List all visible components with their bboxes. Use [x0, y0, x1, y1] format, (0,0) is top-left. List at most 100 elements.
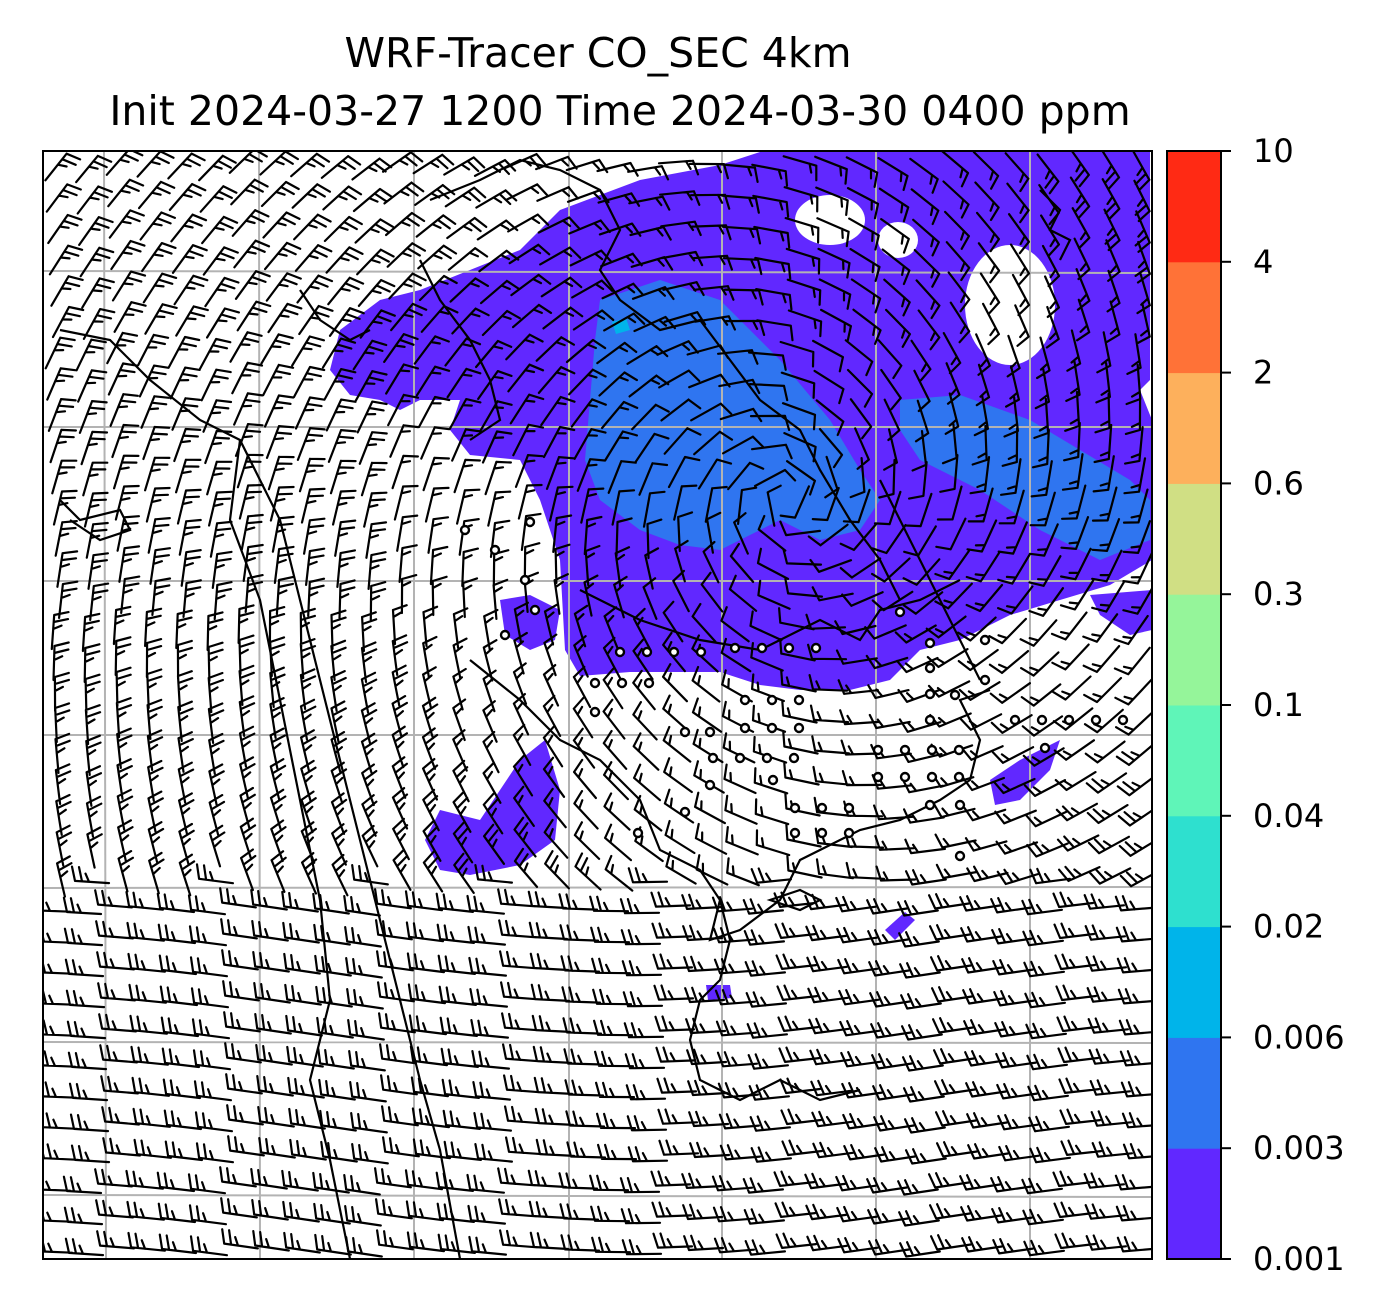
calm-marker — [1039, 742, 1051, 754]
calm-marker — [949, 689, 961, 701]
tracer-region-lowest — [1090, 590, 1152, 635]
calm-marker — [704, 779, 716, 791]
colorbar-tick-label: 10 — [1253, 132, 1294, 170]
colorbar-segment — [1167, 151, 1221, 263]
calm-marker — [643, 677, 655, 689]
calm-marker — [668, 646, 680, 658]
calm-marker — [761, 752, 773, 764]
calm-marker — [926, 771, 938, 783]
calm-marker — [843, 802, 855, 814]
calm-marker — [924, 714, 936, 726]
calm-marker — [783, 642, 795, 654]
calm-marker — [899, 744, 911, 756]
calm-marker — [924, 799, 936, 811]
colorbar-segment — [1167, 815, 1221, 928]
calm-marker — [729, 642, 741, 654]
calm-marker — [679, 726, 691, 738]
calm-marker — [843, 827, 855, 839]
calm-marker — [924, 637, 936, 649]
colorbar-segment — [1167, 926, 1221, 1038]
wind-barb-field — [43, 151, 1152, 1258]
calm-marker — [1090, 714, 1102, 726]
colorbar-segment — [1167, 261, 1221, 374]
map-title: WRF-Tracer CO_SEC 4km — [344, 29, 852, 77]
tracer-hole — [795, 195, 865, 245]
tracer-region-lowest — [885, 912, 915, 940]
colorbar-segment — [1167, 1037, 1221, 1149]
calm-marker — [704, 726, 716, 738]
calm-marker — [766, 722, 778, 734]
calm-marker — [926, 744, 938, 756]
colorbar-tick-label: 0.3 — [1253, 575, 1304, 613]
colorbar-segment — [1167, 705, 1221, 817]
calm-marker — [788, 752, 800, 764]
colorbar-tick-label: 0.6 — [1253, 464, 1304, 502]
calm-marker — [816, 802, 828, 814]
map-subtitle: Init 2024-03-27 1200 Time 2024-03-30 040… — [109, 87, 1131, 135]
calm-marker — [1063, 714, 1075, 726]
calm-marker — [679, 806, 691, 818]
calm-marker — [589, 706, 601, 718]
calm-marker — [789, 802, 801, 814]
calm-marker — [979, 674, 991, 686]
calm-marker — [766, 694, 778, 706]
calm-marker — [789, 827, 801, 839]
calm-marker — [739, 694, 751, 706]
calm-marker — [793, 694, 805, 706]
calm-marker — [489, 544, 501, 556]
calm-marker — [810, 642, 822, 654]
colorbar — [1167, 151, 1221, 1260]
calm-marker — [616, 677, 628, 689]
calm-marker — [953, 744, 965, 756]
lat-lon-gridlines — [43, 151, 1152, 1259]
calm-marker — [924, 662, 936, 674]
calm-marker — [529, 604, 541, 616]
calm-marker — [894, 606, 906, 618]
map-panel — [43, 151, 1152, 1259]
colorbar-tick-label: 0.02 — [1253, 908, 1324, 946]
colorbar-tick-label: 0.001 — [1253, 1240, 1345, 1278]
calm-marker — [734, 752, 746, 764]
calm-marker — [872, 744, 884, 756]
calm-marker — [707, 752, 719, 764]
colorbar-segment — [1167, 372, 1221, 484]
colorbar-tick-label: 0.003 — [1253, 1129, 1345, 1167]
calm-marker — [1117, 714, 1129, 726]
calm-marker — [767, 774, 779, 786]
calm-marker — [924, 688, 936, 700]
calm-marker — [1036, 714, 1048, 726]
calm-marker — [954, 850, 966, 862]
calm-marker — [614, 646, 626, 658]
calm-marker — [632, 827, 644, 839]
colorbar-tick-label: 2 — [1253, 354, 1273, 392]
calm-marker — [793, 722, 805, 734]
colorbar-tick-label: 0.006 — [1253, 1018, 1345, 1056]
calm-marker — [899, 771, 911, 783]
calm-marker — [524, 516, 536, 528]
calm-marker — [953, 771, 965, 783]
calm-marker — [739, 722, 751, 734]
colorbar-segment — [1167, 1148, 1221, 1260]
calm-marker — [589, 677, 601, 689]
calm-marker — [695, 646, 707, 658]
wind-barbs — [43, 151, 1152, 1258]
colorbar-segment — [1167, 594, 1221, 706]
calm-marker — [519, 574, 531, 586]
calm-marker — [499, 629, 511, 641]
calm-marker — [1009, 714, 1021, 726]
tracer-hole — [965, 245, 1055, 365]
calm-marker — [756, 642, 768, 654]
colorbar-tick-label: 4 — [1253, 243, 1273, 281]
calm-marker — [641, 646, 653, 658]
colorbar-ticks: 0.001 0.003 0.006 0.02 0.04 0.1 0.3 0.6 2 4 10 — [1221, 132, 1345, 1278]
calm-marker — [872, 771, 884, 783]
colorbar-segment — [1167, 483, 1221, 595]
colorbar-tick-label: 0.1 — [1253, 686, 1304, 724]
calm-marker — [816, 827, 828, 839]
tracer-region-moderate — [612, 318, 630, 334]
calm-marker — [979, 634, 991, 646]
calm-marker — [459, 524, 471, 536]
tracer-hole — [878, 222, 918, 258]
colorbar-tick-label: 0.04 — [1253, 797, 1324, 835]
